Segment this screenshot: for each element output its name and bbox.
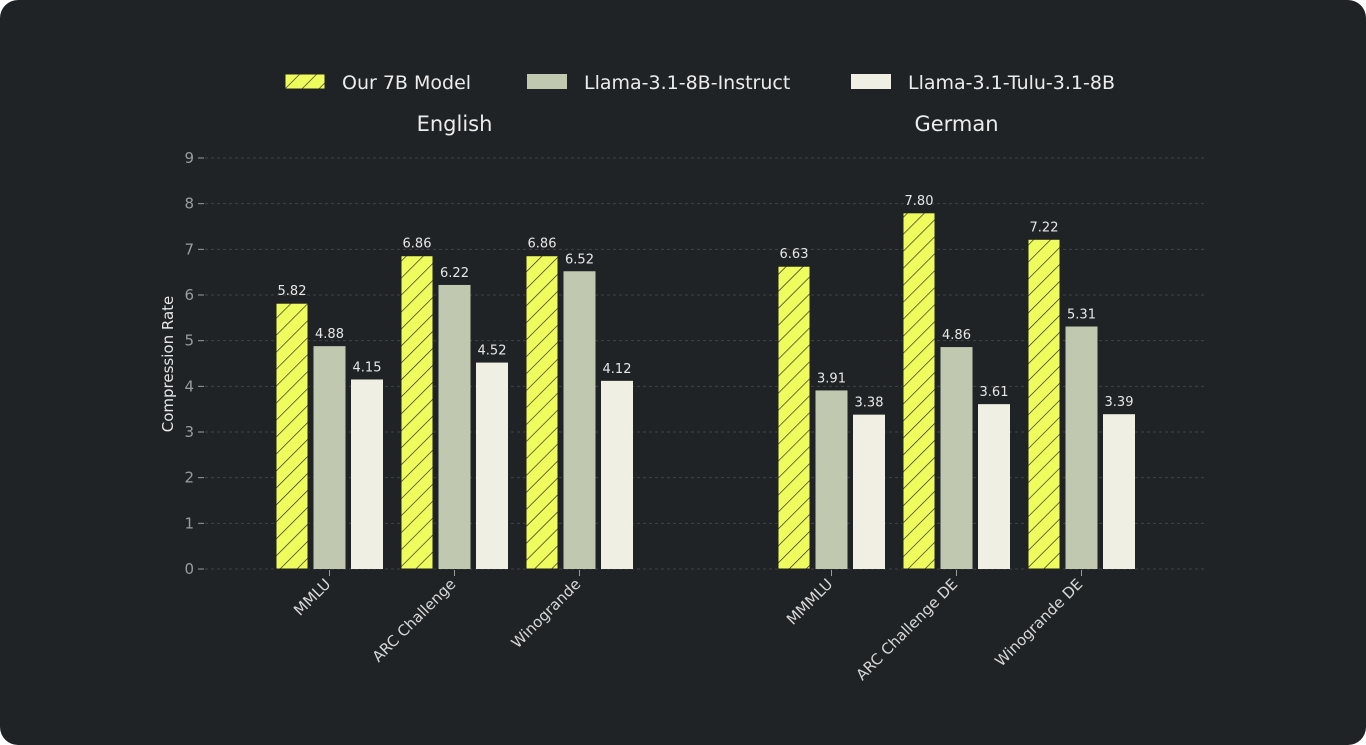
bar <box>563 271 596 569</box>
y-tick-label: 0 <box>184 560 194 578</box>
x-tick-label: Winogrande <box>508 575 585 652</box>
legend-label: Llama-3.1-Tulu-3.1-8B <box>908 72 1115 94</box>
y-tick-label: 4 <box>184 377 194 395</box>
data-label: 6.86 <box>528 237 557 252</box>
y-tick-label: 1 <box>184 514 194 532</box>
data-label: 7.80 <box>905 194 934 209</box>
bar <box>853 414 885 569</box>
data-label: 6.22 <box>440 266 469 281</box>
y-tick-label: 3 <box>184 423 194 441</box>
bar <box>1027 238 1061 570</box>
data-label: 4.12 <box>603 362 632 377</box>
data-label: 5.31 <box>1067 308 1096 323</box>
legend: Our 7B Model Llama-3.1-8B-Instruct Llama-3… <box>284 72 1115 94</box>
legend-label: Llama-3.1-8B-Instruct <box>584 72 790 94</box>
bar <box>351 379 383 569</box>
bar <box>777 265 811 570</box>
panel-title: German <box>914 112 998 136</box>
bar <box>438 284 471 569</box>
y-tick-label: 9 <box>184 149 194 167</box>
bar <box>275 302 309 570</box>
bar <box>815 390 848 569</box>
y-tick-label: 6 <box>184 286 194 304</box>
legend-label: Our 7B Model <box>342 72 471 94</box>
x-tick-label: ARC Challenge <box>369 575 460 666</box>
x-tick-label: Winogrande DE <box>991 575 1086 670</box>
data-label: 6.52 <box>565 252 594 267</box>
legend-swatch <box>527 74 567 89</box>
data-label: 6.86 <box>403 237 432 252</box>
data-label: 4.15 <box>353 360 382 375</box>
bar <box>400 255 434 570</box>
bar <box>902 212 936 570</box>
panel-title: English <box>417 112 493 136</box>
y-tick-label: 8 <box>184 195 194 213</box>
bar <box>525 255 559 570</box>
x-tick-label: MMLU <box>290 575 334 619</box>
data-label: 7.22 <box>1030 220 1059 235</box>
data-label: 6.63 <box>780 247 809 262</box>
x-tick-label: MMMLU <box>783 575 836 628</box>
data-label: 4.52 <box>478 344 507 359</box>
y-tick-label: 7 <box>184 240 194 258</box>
x-tick-label: ARC Challenge DE <box>852 575 961 684</box>
y-tick-label: 2 <box>184 469 194 487</box>
bar <box>978 404 1010 569</box>
bar <box>313 346 346 569</box>
data-label: 4.88 <box>315 327 344 342</box>
legend-swatch <box>284 73 326 90</box>
data-label: 3.61 <box>980 385 1009 400</box>
data-label: 3.39 <box>1105 395 1134 410</box>
data-label: 3.91 <box>817 371 846 386</box>
data-label: 5.82 <box>278 284 307 299</box>
data-label: 4.86 <box>942 328 971 343</box>
bar <box>601 380 633 569</box>
y-tick-label: 5 <box>184 332 194 350</box>
bar <box>1103 414 1135 569</box>
bar <box>940 347 973 569</box>
bar <box>1065 326 1098 569</box>
data-label: 3.38 <box>855 396 884 411</box>
y-axis-label: Compression Rate <box>159 296 177 433</box>
legend-swatch <box>851 74 891 89</box>
bar <box>476 362 508 569</box>
